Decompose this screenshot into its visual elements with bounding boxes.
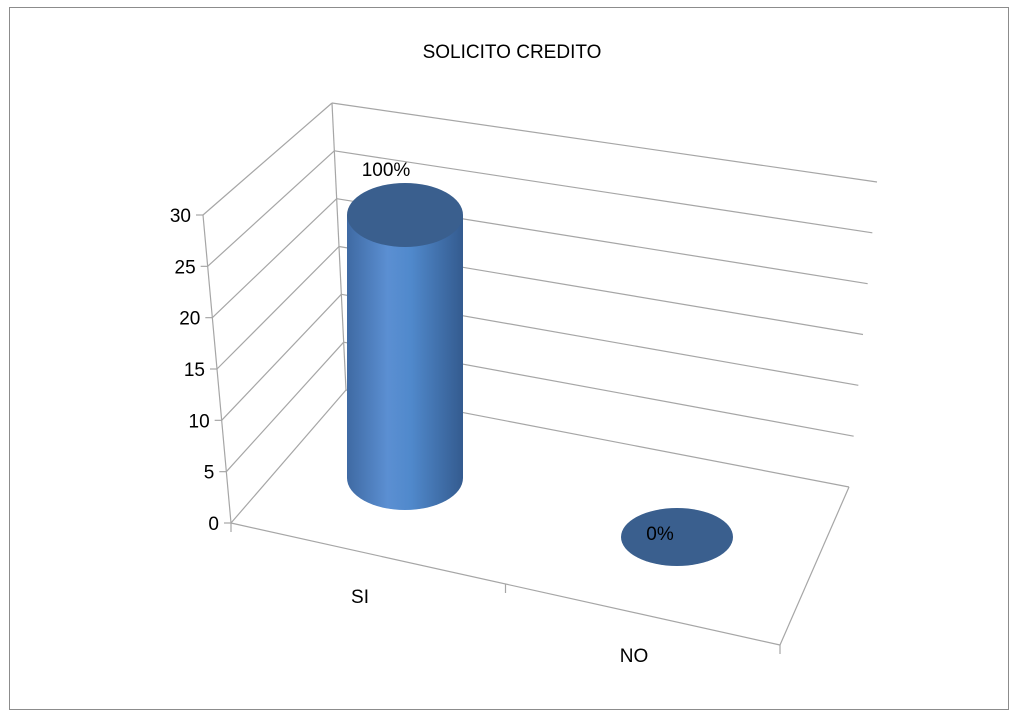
bar-si-top [347,182,463,247]
gridlines [196,102,878,524]
floor-right-edge [779,486,850,646]
gridline-back [334,150,873,234]
data-label-si: 100% [362,160,411,181]
chart-title: SOLICITO CREDITO [423,42,602,63]
x-axis-ticks: SI NO [230,523,781,667]
gridline-side [202,102,333,216]
y-axis-ticks: 0 5 10 15 20 25 30 [170,206,219,535]
x-tick-label-no: NO [620,646,649,667]
x-tick-label-si: SI [351,587,369,608]
y-tick-label: 15 [184,360,205,381]
y-tick-label: 20 [179,309,200,330]
y-tick-label: 30 [170,206,191,227]
data-label-no: 0% [646,524,674,545]
side-wall-bottom-edge [230,389,347,524]
y-tick-label: 5 [204,463,215,484]
y-tick-label: 0 [208,514,219,535]
bars [347,182,733,566]
gridline-side [216,246,340,370]
chart-walls [202,102,850,646]
gridline-side [225,341,345,473]
data-labels: 100% 0% [362,160,674,545]
gridline-side [211,198,338,319]
gridline-back [331,102,878,183]
bar-no-top [621,508,733,566]
y-tick-label: 10 [189,411,210,432]
y-tick-label: 25 [175,257,196,278]
chart-frame [9,7,1009,710]
gridline-side [207,150,335,267]
bar-si-body [347,214,463,510]
gridline-side [221,293,342,421]
